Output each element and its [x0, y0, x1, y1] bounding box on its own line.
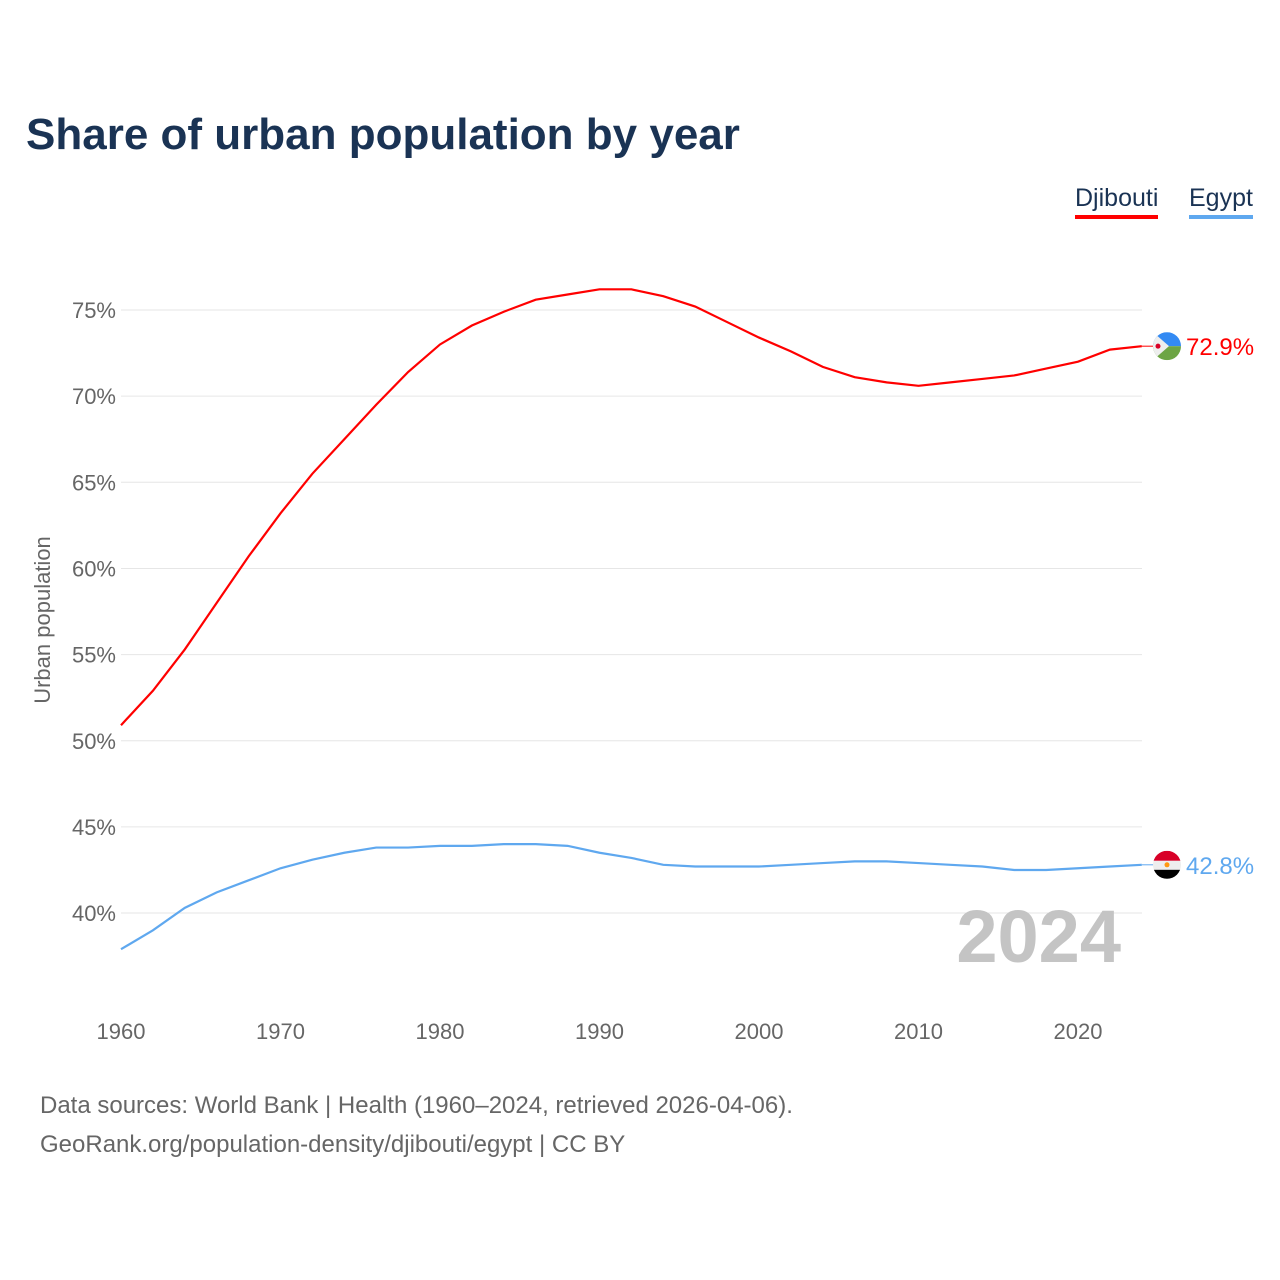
legend-djibouti[interactable]: Djibouti: [1075, 184, 1159, 219]
legend-egypt[interactable]: Egypt: [1189, 184, 1253, 219]
x-tick-label: 1970: [256, 1019, 305, 1044]
y-axis-label: Urban population: [30, 536, 55, 704]
y-tick-label: 40%: [72, 901, 116, 926]
y-tick-label: 75%: [72, 298, 116, 323]
y-tick-label: 45%: [72, 815, 116, 840]
y-tick-label: 65%: [72, 470, 116, 495]
chart-title: Share of urban population by year: [26, 110, 740, 159]
series-line-djibouti: [120, 288, 1142, 726]
x-tick-label: 2000: [735, 1019, 784, 1044]
end-value-label-djibouti: 72.9%: [1186, 334, 1254, 361]
source-line-1: Data sources: World Bank | Health (1960–…: [40, 1092, 793, 1119]
x-tick-label: 2020: [1054, 1019, 1103, 1044]
y-tick-label: 60%: [72, 556, 116, 581]
year-watermark: 2024: [956, 895, 1121, 978]
series-line-egypt: [120, 843, 1142, 951]
y-tick-label: 70%: [72, 384, 116, 409]
y-tick-label: 50%: [72, 729, 116, 754]
end-value-label-egypt: 42.8%: [1186, 853, 1254, 880]
y-tick-label: 55%: [72, 643, 116, 668]
djibouti-flag-icon: [1153, 332, 1181, 361]
source-note: Data sources: World Bank | Health (1960–…: [40, 1086, 793, 1164]
egypt-flag-icon: [1153, 850, 1181, 879]
x-tick-label: 2010: [894, 1019, 943, 1044]
x-tick-label: 1990: [575, 1019, 624, 1044]
source-line-2[interactable]: GeoRank.org/population-density/djibouti/…: [40, 1131, 626, 1158]
x-tick-label: 1980: [416, 1019, 465, 1044]
x-tick-label: 1960: [97, 1019, 146, 1044]
